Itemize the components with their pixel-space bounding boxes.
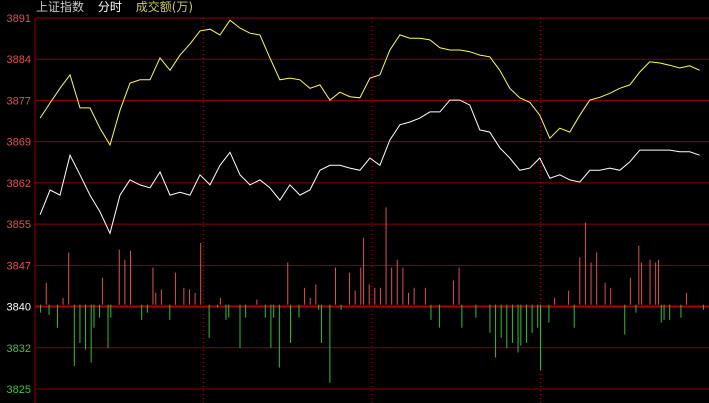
y-tick-label: 3855 (7, 219, 31, 231)
y-tick-label: 3832 (7, 343, 31, 355)
view-mode[interactable]: 分时 (97, 0, 122, 14)
index-name: 上证指数 (36, 0, 85, 14)
y-tick-label: 3847 (7, 260, 31, 272)
chart-header: 上证指数 分时 成交额(万) (36, 0, 203, 16)
price-line (39, 99, 700, 235)
average-price-line (39, 19, 700, 147)
y-tick-label: 3825 (7, 384, 31, 396)
y-tick-label: 3891 (7, 13, 31, 25)
y-tick-label: 3840 (7, 302, 31, 314)
y-tick-label: 3862 (7, 178, 31, 190)
y-tick-label: 3877 (7, 95, 31, 107)
y-tick-label: 3869 (7, 137, 31, 149)
y-tick-label: 3884 (7, 54, 31, 66)
indicator-label[interactable]: 成交额(万) (135, 0, 194, 14)
